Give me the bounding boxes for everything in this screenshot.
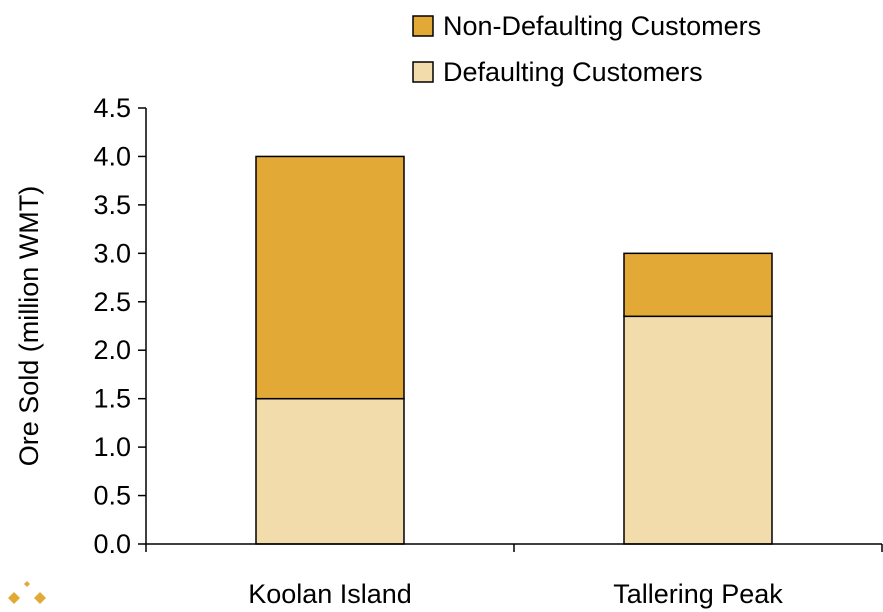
y-axis-title: Ore Sold (million WMT) [14,186,44,467]
logo-diamond [24,581,30,587]
y-tick-label: 4.5 [93,93,131,123]
y-tick-label: 1.5 [93,384,131,414]
x-tick-label: Koolan Island [248,579,412,609]
logo-diamond [34,592,46,604]
y-tick-label: 1.0 [93,432,131,462]
x-ticks-layer: Koolan Island Tallering Peak [145,544,883,609]
bar-segment [623,252,773,318]
y-tick-label: 4.0 [93,141,131,171]
y-tick-label: 3.5 [93,190,131,220]
y-tick-label: 0.0 [93,529,131,559]
bar-segment [255,155,405,400]
bar-segment [255,397,405,545]
bar-segment [623,315,773,545]
y-tick-label: 2.5 [93,287,131,317]
company-logo [8,581,46,604]
legend-swatch [412,61,434,83]
y-ticks-layer: 0.0 0.5 1.0 1.5 2.0 2.5 3.0 3.5 4.0 4.5 [93,93,146,559]
x-tick-label: Tallering Peak [613,579,783,609]
legend-label: Non-Defaulting Customers [443,11,761,41]
legend-swatch [412,15,434,37]
y-tick-label: 0.5 [93,481,131,511]
y-tick-label: 3.0 [93,238,131,268]
legend-label: Defaulting Customers [443,57,703,87]
y-tick-label: 2.0 [93,335,131,365]
bars-layer [255,155,773,545]
legend: Non-Defaulting Customers Defaulting Custo… [412,11,761,87]
logo-diamond [8,592,20,604]
